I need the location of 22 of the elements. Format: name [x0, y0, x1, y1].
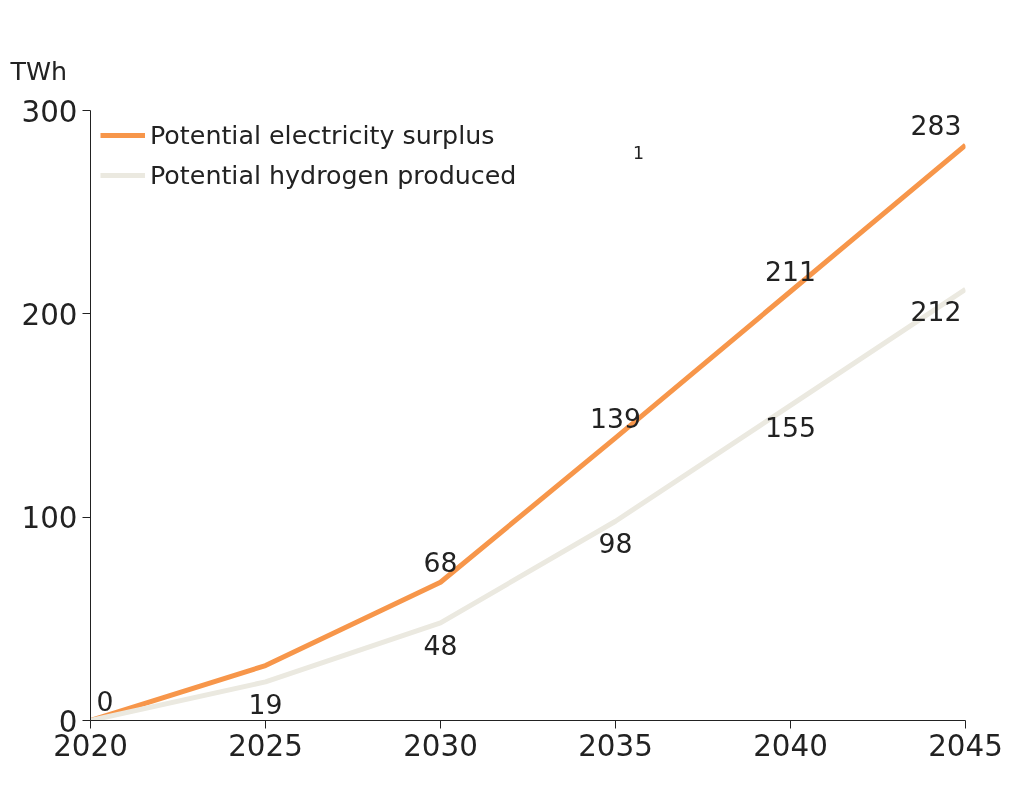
- data-label: 283: [910, 110, 962, 142]
- data-label: 19: [248, 688, 283, 720]
- x-tick-label: 2035: [578, 728, 653, 763]
- y-tick-label: 100: [21, 501, 78, 536]
- x-tick-label: 2045: [928, 728, 1003, 763]
- y-tick-label: 200: [21, 297, 78, 332]
- data-label: 0: [96, 685, 114, 717]
- y-tick-label: 300: [21, 94, 78, 129]
- data-label: 212: [910, 296, 962, 328]
- data-label: 48: [423, 629, 458, 661]
- data-label: 98: [598, 528, 633, 560]
- x-tick-label: 2030: [403, 728, 478, 763]
- data-label: 68: [423, 547, 458, 579]
- x-tick-label: 2025: [228, 728, 303, 763]
- y-axis-title: TWh: [9, 55, 68, 86]
- data-label: 139: [590, 402, 641, 434]
- legend-label: Potential hydrogen produced: [150, 160, 517, 190]
- data-label: 211: [765, 256, 816, 288]
- data-label: 155: [765, 412, 816, 444]
- annotation: 1: [633, 143, 645, 164]
- legend-label: Potential electricity surplus: [150, 120, 495, 150]
- x-tick-label: 2040: [753, 728, 828, 763]
